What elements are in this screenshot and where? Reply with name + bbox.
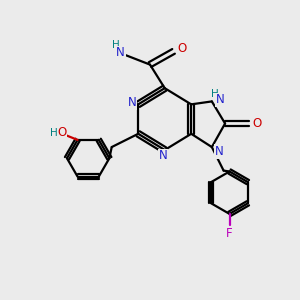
Text: N: N [159,149,168,162]
Text: O: O [178,42,187,55]
Text: N: N [116,46,125,59]
Text: N: N [215,145,224,158]
Text: O: O [253,117,262,130]
Text: O: O [58,126,67,139]
Text: H: H [211,89,219,99]
Text: H: H [112,40,120,50]
Text: N: N [128,96,137,110]
Text: N: N [216,93,224,106]
Text: F: F [226,227,233,240]
Text: H: H [50,128,57,137]
